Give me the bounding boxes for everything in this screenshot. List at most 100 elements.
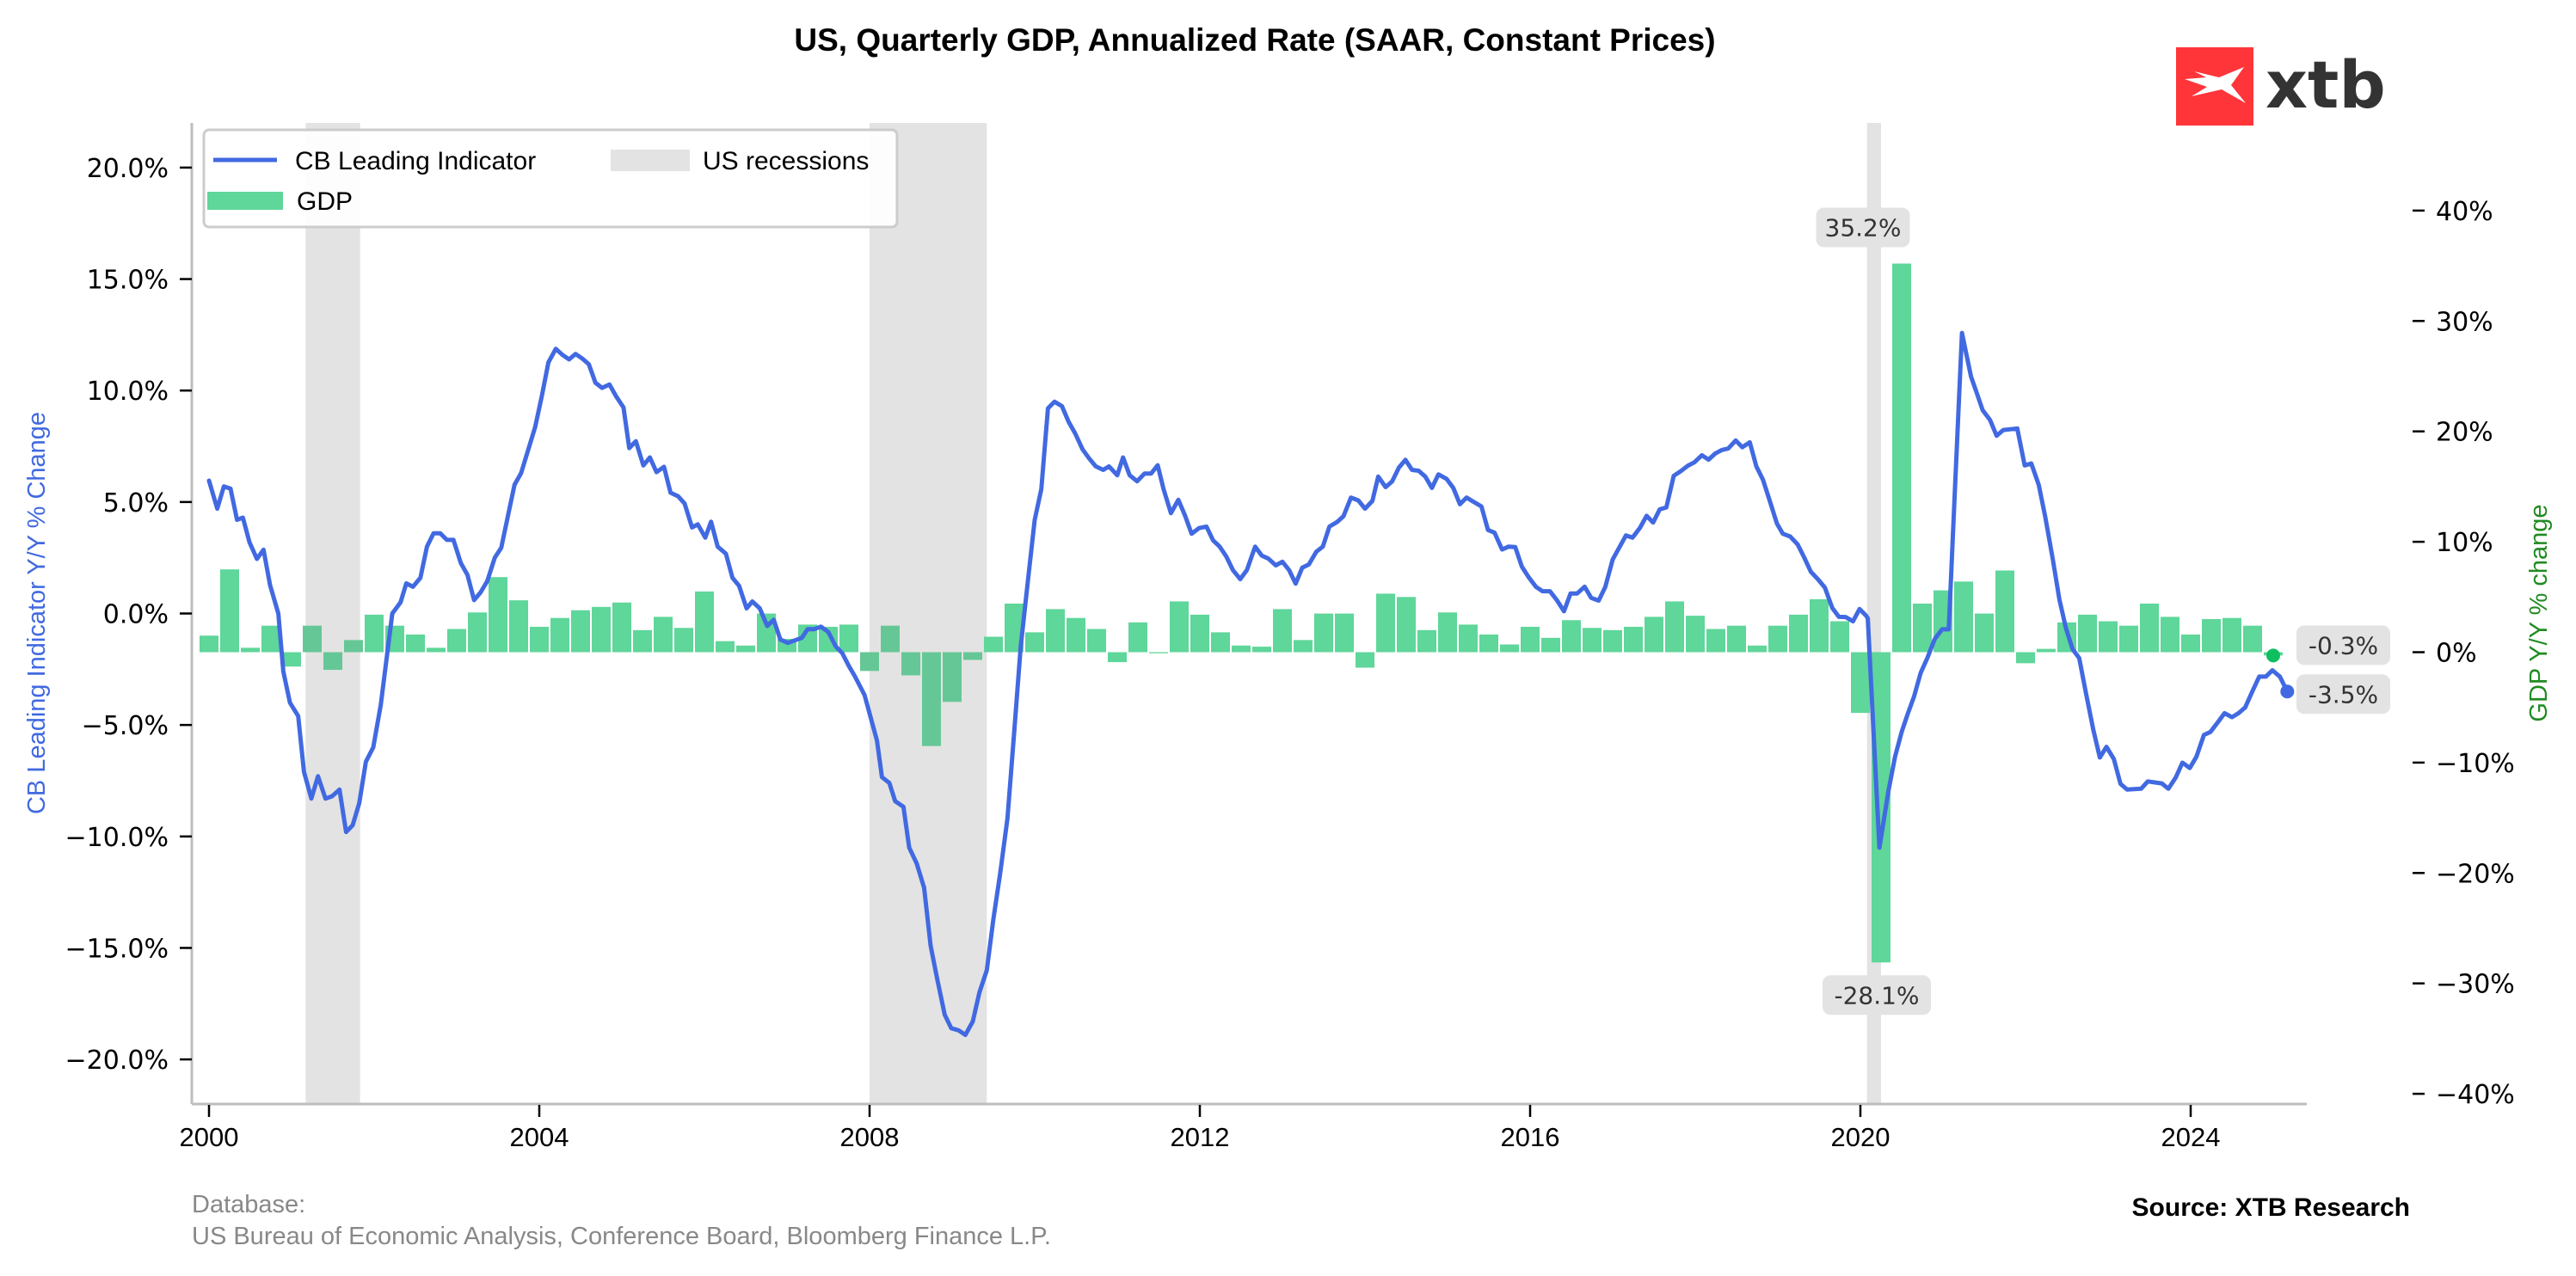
right-tick-label: −20% bbox=[2436, 859, 2515, 889]
logo-text: xtb bbox=[2266, 46, 2386, 123]
left-y-axis-label: CB Leading Indicator Y/Y % Change bbox=[23, 412, 51, 814]
x-tick-label: 2016 bbox=[1501, 1122, 1560, 1152]
annotation-box bbox=[1823, 975, 1931, 1015]
gdp-bar bbox=[1335, 613, 1354, 653]
left-tick-label: −15.0% bbox=[65, 934, 169, 964]
annotation-box bbox=[2296, 674, 2390, 715]
recession-band bbox=[305, 123, 360, 1103]
left-tick-label: 20.0% bbox=[87, 154, 169, 184]
gdp-bar bbox=[922, 652, 941, 746]
gdp-bar bbox=[1975, 613, 1994, 653]
annotation-label: -3.5% bbox=[2309, 680, 2378, 709]
gdp-bar bbox=[1810, 598, 1829, 653]
legend-item-gdp: GDP bbox=[207, 187, 353, 216]
x-tick-label: 2004 bbox=[510, 1122, 569, 1152]
legend-bar-swatch bbox=[207, 192, 283, 210]
gdp-bar bbox=[200, 635, 218, 653]
gdp-bar bbox=[468, 612, 487, 653]
logo-x-mark-icon bbox=[2185, 67, 2246, 103]
gdp-bar bbox=[550, 617, 569, 653]
left-tick-label: 15.0% bbox=[87, 266, 169, 296]
legend-item-cb-leading-indicator: CB Leading Indicator bbox=[213, 147, 536, 175]
gdp-bar bbox=[736, 645, 755, 653]
gdp-bar bbox=[1665, 601, 1684, 653]
x-tick-label: 2008 bbox=[840, 1122, 900, 1152]
gdp-bar bbox=[1190, 614, 1209, 653]
gdp-bar bbox=[2016, 652, 2035, 664]
gdp-bar bbox=[1211, 632, 1230, 653]
right-tick-label: 0% bbox=[2436, 639, 2477, 669]
gdp-bars bbox=[200, 263, 2283, 963]
footer-source: Source: XTB Research bbox=[2132, 1193, 2410, 1222]
gdp-bar bbox=[1892, 263, 1911, 653]
gdp-bar bbox=[984, 636, 1003, 653]
gdp-bar bbox=[1954, 581, 1973, 653]
xtb-logo: xtb bbox=[2176, 46, 2386, 126]
cb-leading-indicator-series bbox=[206, 330, 2290, 1038]
gdp-bar bbox=[1541, 637, 1560, 653]
gdp-bar bbox=[447, 629, 466, 653]
gdp-bar bbox=[654, 617, 673, 653]
gdp-bar bbox=[1314, 613, 1333, 653]
gdp-bar bbox=[860, 652, 879, 672]
annotation-label: -28.1% bbox=[1834, 981, 1919, 1009]
annotations: 35.2% -28.1% -0.3% -3.5% bbox=[1816, 207, 2390, 1015]
gdp-bar bbox=[571, 610, 590, 653]
gdp-bar bbox=[1603, 629, 1622, 653]
left-tick-label: −5.0% bbox=[82, 711, 169, 741]
gdp-bar bbox=[1356, 652, 1374, 668]
recession-layer bbox=[305, 123, 1881, 1103]
annotation-box bbox=[2296, 625, 2390, 666]
gdp-bar bbox=[1025, 632, 1044, 653]
gdp-bar bbox=[2222, 617, 2241, 653]
gdp-bar bbox=[1273, 609, 1292, 653]
right-tick-label: −30% bbox=[2436, 970, 2515, 1000]
gdp-bar bbox=[220, 569, 239, 653]
gdp-bar bbox=[1562, 620, 1581, 653]
gdp-bar bbox=[881, 625, 900, 653]
gdp-bar bbox=[674, 628, 693, 653]
gdp-bar bbox=[1005, 604, 1024, 653]
gdp-bar bbox=[963, 652, 982, 660]
legend: CB Leading Indicator US recessions GDP bbox=[202, 128, 899, 229]
right-tick-label: 30% bbox=[2436, 307, 2493, 337]
right-tick-label: −10% bbox=[2436, 749, 2515, 779]
right-tick-label: −40% bbox=[2436, 1080, 2515, 1110]
gdp-bar bbox=[901, 652, 920, 676]
gdp-bar bbox=[1500, 644, 1519, 653]
left-tick-label: 0.0% bbox=[103, 600, 169, 630]
left-tick-label: 10.0% bbox=[87, 377, 169, 407]
right-tick-label: 20% bbox=[2436, 418, 2493, 448]
x-tick-label: 2024 bbox=[2161, 1122, 2221, 1152]
gdp-bar bbox=[612, 602, 631, 653]
footer-database-sources: US Bureau of Economic Analysis, Conferen… bbox=[192, 1223, 1051, 1250]
legend-area-swatch bbox=[611, 150, 690, 171]
gdp-bar bbox=[365, 614, 384, 653]
gdp-bar bbox=[427, 647, 446, 653]
gdp-bar bbox=[1686, 616, 1705, 653]
right-y-axis: 40% 30% 20% 10% 0% −10% −20% −30% −40% bbox=[2413, 197, 2515, 1110]
annotation-box bbox=[1816, 207, 1910, 248]
gdp-bar bbox=[489, 577, 507, 653]
gdp-bar bbox=[1232, 645, 1251, 653]
gdp-bar bbox=[1376, 593, 1395, 653]
gdp-bar bbox=[1995, 570, 2014, 653]
chart-title: US, Quarterly GDP, Annualized Rate (SAAR… bbox=[794, 22, 1715, 58]
gdp-bar bbox=[261, 625, 280, 653]
gdp-bar bbox=[943, 652, 962, 702]
annotation-label: 35.2% bbox=[1825, 214, 1902, 242]
gdp-bar bbox=[1830, 621, 1849, 653]
gdp-bar bbox=[592, 606, 611, 653]
gdp-bar bbox=[1913, 604, 1932, 653]
gdp-bar bbox=[1521, 626, 1540, 653]
annotation-label: -0.3% bbox=[2309, 631, 2378, 659]
gdp-bar bbox=[798, 624, 817, 653]
right-tick-label: 10% bbox=[2436, 528, 2493, 558]
legend-item-us-recessions: US recessions bbox=[611, 147, 869, 175]
gdp-bar bbox=[1067, 617, 1085, 653]
gdp-bar bbox=[1706, 629, 1725, 653]
gdp-bar bbox=[2037, 648, 2056, 653]
x-axis: 2000 2004 2008 2012 2016 2020 2024 bbox=[180, 1105, 2221, 1152]
gdp-bar bbox=[406, 634, 425, 653]
legend-box bbox=[202, 128, 899, 229]
